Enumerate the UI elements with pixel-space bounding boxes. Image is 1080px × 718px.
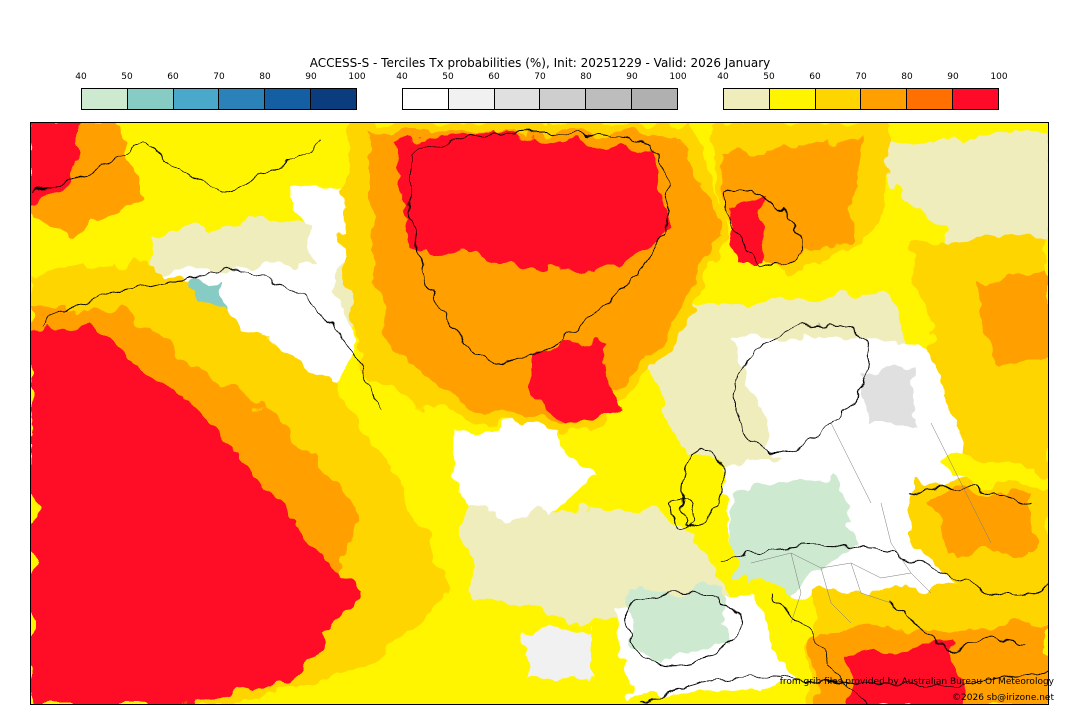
source-credit: from grib files provided by Australian B… bbox=[779, 677, 1054, 687]
legend-tick-label: 70 bbox=[213, 72, 225, 82]
legend-tick-label: 90 bbox=[947, 72, 959, 82]
legend-color-cell bbox=[632, 89, 677, 109]
legend-normal: 40 50 60 70 80 90 100 bbox=[396, 72, 687, 112]
legend-color-cell bbox=[586, 89, 633, 109]
legend-tick-label: 50 bbox=[763, 72, 775, 82]
legend-color-cell bbox=[403, 89, 449, 109]
legend-tick-label: 90 bbox=[626, 72, 638, 82]
legend-color-cell bbox=[448, 89, 495, 109]
legend-tick-label: 70 bbox=[534, 72, 546, 82]
legend-tick-label: 60 bbox=[809, 72, 821, 82]
legend-colorbar bbox=[723, 88, 999, 110]
legend-color-cell bbox=[265, 89, 312, 109]
legend-color-cell bbox=[540, 89, 587, 109]
legend-color-cell bbox=[311, 89, 356, 109]
country-borders bbox=[750, 422, 992, 624]
probability-field bbox=[31, 123, 1048, 704]
legend-color-cell bbox=[907, 89, 954, 109]
legend-color-cell bbox=[724, 89, 770, 109]
legend-above-normal: 40 50 60 70 80 90 100 bbox=[717, 72, 1008, 112]
legend-color-cell bbox=[769, 89, 816, 109]
legend-color-cell bbox=[861, 89, 908, 109]
legend-color-cell bbox=[219, 89, 266, 109]
legend-below-normal: 40 50 60 70 80 90 100 bbox=[75, 72, 366, 112]
legend-tick-label: 40 bbox=[75, 72, 87, 82]
legend-color-cell bbox=[953, 89, 998, 109]
probability-map bbox=[30, 122, 1049, 705]
legend-colorbar bbox=[402, 88, 678, 110]
legend-tick-label: 80 bbox=[259, 72, 271, 82]
legend-tick-label: 60 bbox=[488, 72, 500, 82]
legend-ticks: 40 50 60 70 80 90 100 bbox=[717, 72, 1007, 86]
legend-tick-label: 70 bbox=[855, 72, 867, 82]
legend-tick-label: 60 bbox=[167, 72, 179, 82]
copyright-credit: ©2026 sb@irizone.net bbox=[952, 693, 1054, 703]
legend-ticks: 40 50 60 70 80 90 100 bbox=[396, 72, 686, 86]
legend-tick-label: 100 bbox=[348, 72, 366, 82]
legend-color-cell bbox=[82, 89, 128, 109]
map-canvas bbox=[31, 123, 1048, 704]
legend-ticks: 40 50 60 70 80 90 100 bbox=[75, 72, 365, 86]
legend-tick-label: 80 bbox=[580, 72, 592, 82]
legend-color-cell bbox=[494, 89, 541, 109]
coastlines bbox=[31, 131, 1048, 704]
map-title: ACCESS-S - Terciles Tx probabilities (%)… bbox=[309, 56, 771, 70]
legend-tick-label: 100 bbox=[990, 72, 1008, 82]
legend-tick-label: 100 bbox=[669, 72, 687, 82]
legend-tick-label: 40 bbox=[396, 72, 408, 82]
legend-tick-label: 50 bbox=[442, 72, 454, 82]
legend-tick-label: 50 bbox=[121, 72, 133, 82]
legend-tick-label: 80 bbox=[901, 72, 913, 82]
legend-color-cell bbox=[815, 89, 862, 109]
legend-color-cell bbox=[173, 89, 220, 109]
legend-color-cell bbox=[127, 89, 174, 109]
legend-tick-label: 40 bbox=[717, 72, 729, 82]
legend-colorbar bbox=[81, 88, 357, 110]
legend-tick-label: 90 bbox=[305, 72, 317, 82]
